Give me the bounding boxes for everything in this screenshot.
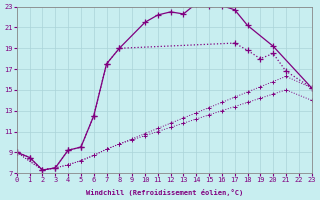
X-axis label: Windchill (Refroidissement éolien,°C): Windchill (Refroidissement éolien,°C) [85,189,243,196]
